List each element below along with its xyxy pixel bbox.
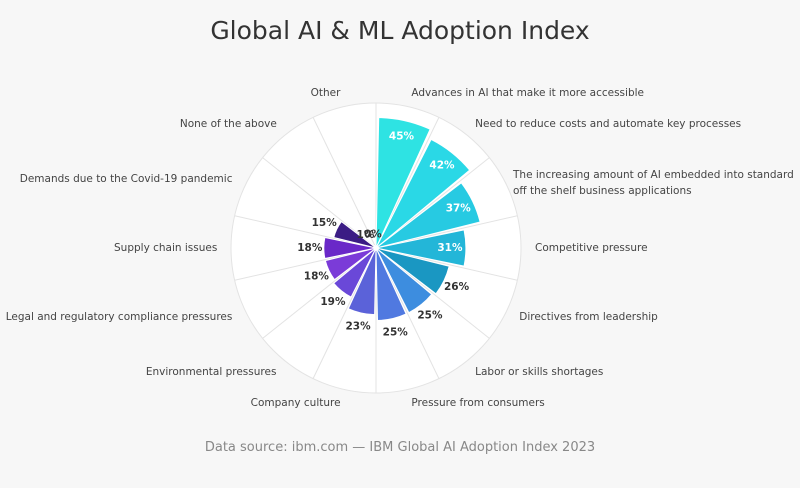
value-label: 0%	[364, 228, 382, 240]
bar	[347, 247, 377, 316]
spoke	[375, 117, 440, 249]
value-label: 31%	[437, 242, 463, 254]
spoke	[262, 157, 377, 249]
category-label: Pressure from consumers	[411, 397, 545, 409]
category-label: Directives from leadership	[519, 310, 658, 323]
spoke	[375, 247, 490, 339]
category-label: Demands due to the Covid-19 pandemic	[19, 173, 233, 185]
category-label: Supply chain issues	[114, 242, 218, 254]
spoke	[234, 247, 377, 281]
value-label: 1%	[357, 229, 375, 241]
spoke	[375, 215, 518, 249]
value-label: 26%	[444, 281, 470, 293]
value-label: 37%	[446, 202, 472, 214]
value-label: 45%	[389, 130, 415, 142]
category-label: Legal and regulatory compliance pressure…	[5, 310, 233, 323]
value-label: 18%	[304, 271, 330, 283]
bar	[375, 247, 407, 321]
bar	[375, 229, 467, 267]
value-label: 42%	[429, 159, 455, 171]
category-label: Company culture	[250, 397, 341, 409]
bar	[323, 236, 377, 260]
spoke	[234, 215, 377, 249]
value-label: 25%	[417, 310, 443, 322]
category-label: Competitive pressure	[535, 242, 648, 254]
bar	[375, 182, 481, 249]
spoke	[375, 247, 518, 281]
value-label: 19%	[320, 296, 346, 308]
value-label: 23%	[345, 321, 371, 333]
spoke	[375, 247, 440, 379]
category-label: Need to reduce costs and automate key pr…	[475, 117, 742, 130]
bar	[373, 244, 377, 249]
source-note: Data source: ibm.com — IBM Global AI Ado…	[204, 440, 596, 455]
bar	[324, 247, 377, 281]
value-label: 15%	[312, 217, 338, 229]
category-label: The increasing amount of AI embedded int…	[513, 169, 794, 197]
spoke	[375, 157, 490, 249]
spoke	[312, 247, 377, 379]
spoke	[312, 117, 377, 249]
spoke	[262, 247, 377, 339]
category-label: None of the above	[179, 117, 277, 130]
bar	[332, 247, 377, 298]
category-label: Environmental pressures	[145, 366, 277, 379]
chart-title: Global AI & ML Adoption Index	[210, 16, 590, 45]
bar	[375, 117, 431, 249]
bar	[375, 138, 471, 249]
bar	[333, 220, 377, 249]
category-label: Labor or skills shortages	[475, 366, 604, 379]
category-label: Advances in AI that make it more accessi…	[411, 86, 644, 99]
value-label: 25%	[383, 326, 409, 338]
bar	[375, 247, 450, 295]
value-label: 18%	[297, 242, 323, 254]
category-label: Other	[310, 86, 341, 99]
bar	[375, 247, 433, 314]
